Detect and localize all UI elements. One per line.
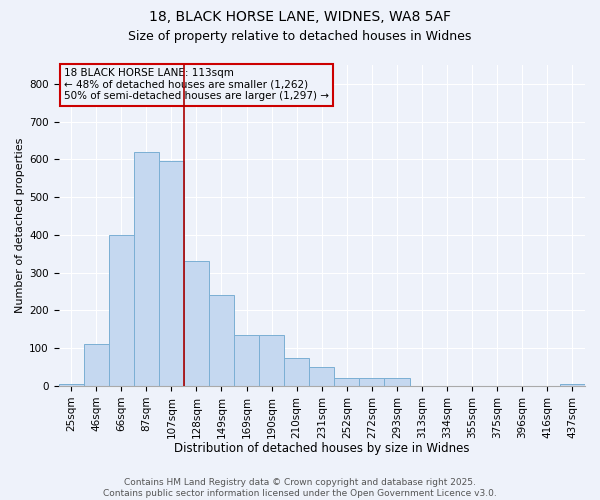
Bar	[560, 384, 585, 386]
Bar	[209, 296, 234, 386]
Y-axis label: Number of detached properties: Number of detached properties	[15, 138, 25, 313]
Bar	[134, 152, 159, 386]
Text: 18 BLACK HORSE LANE: 113sqm
← 48% of detached houses are smaller (1,262)
50% of : 18 BLACK HORSE LANE: 113sqm ← 48% of det…	[64, 68, 329, 102]
Bar	[184, 262, 209, 386]
Bar	[259, 335, 284, 386]
Bar	[159, 162, 184, 386]
Bar	[385, 378, 410, 386]
Bar	[359, 378, 385, 386]
Bar	[234, 335, 259, 386]
Text: Size of property relative to detached houses in Widnes: Size of property relative to detached ho…	[128, 30, 472, 43]
Text: Contains HM Land Registry data © Crown copyright and database right 2025.
Contai: Contains HM Land Registry data © Crown c…	[103, 478, 497, 498]
X-axis label: Distribution of detached houses by size in Widnes: Distribution of detached houses by size …	[174, 442, 470, 455]
Bar	[109, 235, 134, 386]
Bar	[309, 367, 334, 386]
Bar	[334, 378, 359, 386]
Bar	[284, 358, 309, 386]
Bar	[83, 344, 109, 386]
Bar	[59, 384, 83, 386]
Text: 18, BLACK HORSE LANE, WIDNES, WA8 5AF: 18, BLACK HORSE LANE, WIDNES, WA8 5AF	[149, 10, 451, 24]
